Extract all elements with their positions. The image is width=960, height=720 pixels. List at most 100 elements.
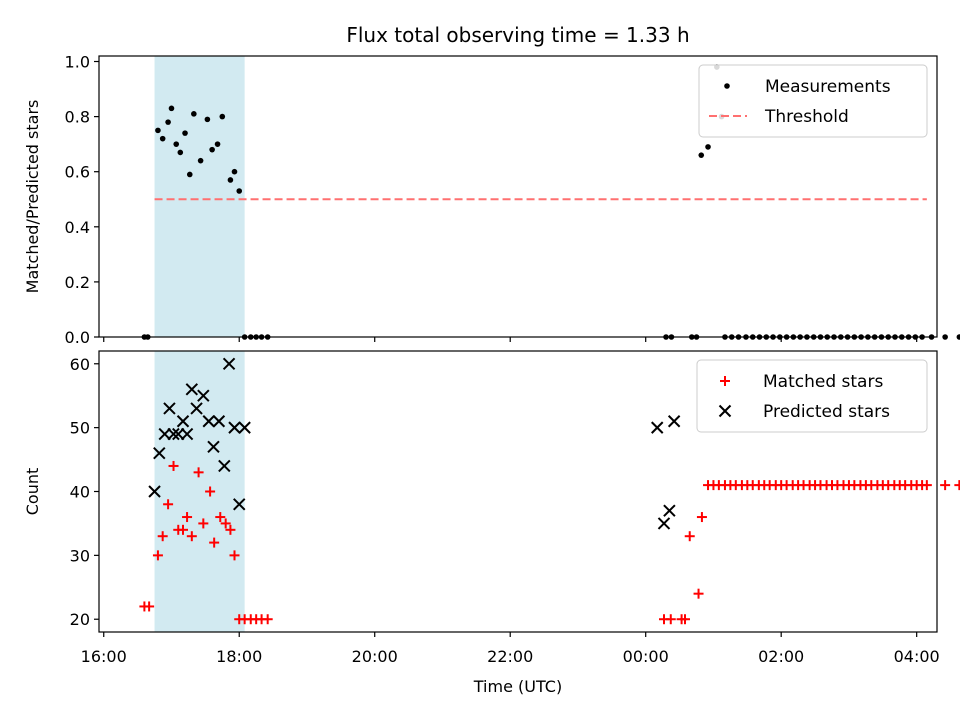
data-point: [209, 146, 215, 153]
x-marker-b: [167, 427, 180, 441]
y-tick-label: 20: [70, 610, 90, 629]
data-point: [180, 427, 194, 441]
data-point: [202, 415, 215, 428]
y-axis-label: Matched/Predicted stars: [23, 100, 42, 294]
data-point: [231, 168, 238, 175]
x-tick-label: 04:00: [894, 647, 940, 666]
data-point: [153, 446, 166, 460]
data-point: [921, 480, 932, 491]
y-tick-label: 0.8: [65, 108, 90, 127]
chart-title: Flux total observing time = 1.33 h: [346, 23, 689, 47]
x-marker-b: [667, 415, 681, 428]
data-point: [222, 357, 236, 370]
data-point: [185, 383, 199, 396]
x-tick-label: 20:00: [352, 647, 398, 666]
data-point: [665, 614, 676, 625]
chart-panels: 0.0 0.2 0.4 0.6 0.8 1.0 Matched/Predicted star…: [23, 53, 960, 696]
data-point: [204, 116, 211, 123]
data-point: [212, 415, 226, 428]
data-point: [954, 480, 960, 491]
data-point: [229, 550, 240, 561]
data-point: [667, 415, 681, 428]
data-point: [214, 141, 221, 147]
data-point: [219, 113, 226, 120]
data-point: [218, 459, 231, 473]
data-point: [940, 480, 951, 491]
data-point: [651, 421, 664, 434]
data-point: [942, 334, 948, 340]
y-tick-label: 1.0: [65, 53, 90, 72]
x-marker-b: [218, 459, 231, 473]
data-point: [176, 415, 190, 428]
data-point: [696, 512, 707, 523]
x-marker-b: [180, 427, 194, 441]
data-point: [165, 119, 171, 125]
x-marker-b: [185, 383, 199, 396]
chart-panel-2: 20 30 40 50 60 16:00 18:00 20:00 22:00 00:00 02:00…: [23, 350, 960, 696]
x-marker-b: [212, 415, 226, 428]
data-point: [186, 171, 193, 178]
data-point: [220, 518, 231, 529]
x-marker-b: [176, 415, 190, 428]
x-tick-label: 18:00: [216, 647, 262, 666]
data-point: [236, 188, 243, 194]
y-tick-label: 0.0: [65, 328, 90, 347]
x-marker-b: [172, 427, 185, 441]
data-point: [167, 427, 180, 441]
y-tick-label: 30: [70, 546, 90, 565]
legend-box: [696, 359, 928, 433]
y-axis-label: Count: [23, 468, 42, 516]
data-point: [148, 485, 161, 498]
x-marker-b: [153, 446, 166, 460]
x-marker-b: [238, 421, 251, 434]
data-point: [705, 144, 711, 150]
x-marker-b: [233, 498, 246, 511]
data-point: [209, 537, 220, 548]
x-marker-b: [190, 402, 203, 415]
data-point: [163, 402, 176, 415]
data-point: [186, 531, 197, 542]
data-point: [238, 421, 251, 434]
data-point: [177, 149, 184, 156]
data-point: [172, 427, 185, 441]
data-point: [168, 460, 179, 471]
x-tick-label: 02:00: [758, 647, 804, 666]
highlight-span: [154, 351, 245, 632]
x-marker-b: [663, 504, 676, 517]
x-tick-label: 16:00: [81, 647, 127, 666]
y-tick-label: 0.4: [65, 218, 90, 237]
data-point: [155, 127, 161, 134]
data-point: [225, 524, 236, 535]
x-tick-label: 00:00: [623, 647, 669, 666]
legend: Measurements Threshold: [698, 64, 928, 138]
data-point: [197, 157, 204, 164]
legend-marker: [718, 404, 732, 418]
data-point: [657, 517, 671, 530]
data-point: [163, 499, 174, 510]
x-axis-label: Time (UTC): [473, 677, 562, 696]
legend-label: Matched stars: [763, 372, 883, 392]
x-marker-b: [651, 421, 664, 434]
x-marker-b: [197, 389, 210, 402]
legend-box: [698, 64, 928, 138]
legend: Matched stars Predicted stars: [696, 359, 928, 433]
data-point: [227, 177, 234, 183]
chart-panel-1: 0.0 0.2 0.4 0.6 0.8 1.0 Matched/Predicted star…: [23, 53, 960, 347]
data-point: [262, 614, 273, 625]
data-point: [158, 427, 171, 441]
x-marker-b: [158, 427, 171, 441]
x-marker-b: [148, 485, 161, 498]
x-marker-b: [222, 357, 236, 370]
data-point: [215, 512, 226, 523]
x-marker-b: [228, 421, 241, 434]
data-point: [684, 531, 695, 542]
legend-label: Predicted stars: [763, 402, 890, 422]
x-marker-b: [202, 415, 215, 428]
data-point: [193, 467, 204, 478]
data-point: [191, 111, 197, 117]
data-point: [207, 440, 220, 454]
series-predicted-stars: [148, 357, 681, 530]
x-marker-b: [657, 517, 671, 530]
y-tick-label: 60: [70, 355, 90, 374]
